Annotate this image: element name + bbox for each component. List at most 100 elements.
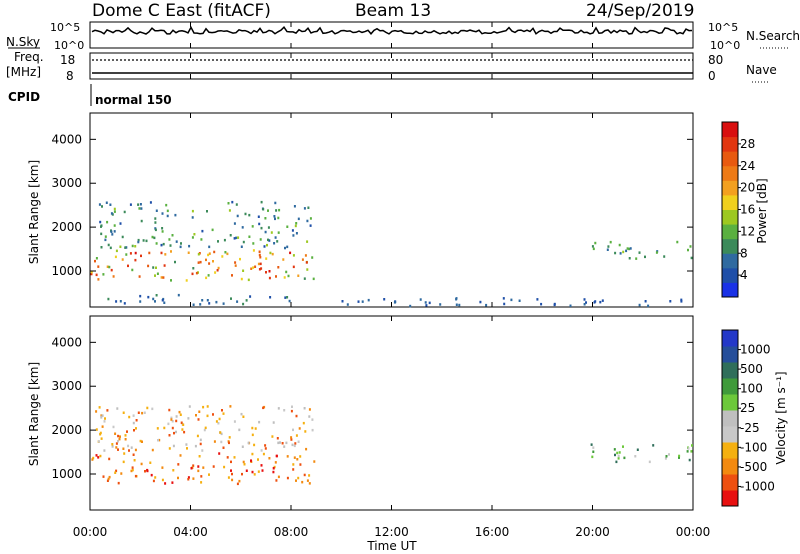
power-cell [260,267,263,270]
velocity-colorbar-tick-label: -100 [740,440,767,454]
velocity-cell [222,412,225,415]
power-cell [267,238,269,242]
power-cell [277,266,280,269]
power-cell [267,226,270,229]
velocity-cell [299,455,302,458]
velocity-cell [615,460,618,464]
power-cell [154,300,156,303]
velocity-cell [198,410,201,413]
power-cell [284,246,286,250]
velocity-cell [106,409,109,412]
velocity-cell [634,455,637,458]
velocity-colorbar-segment [722,490,738,507]
power-cell [283,276,286,279]
power-cell [205,258,207,262]
power-cell [242,240,245,244]
power-cell [110,230,113,233]
power-cell [174,213,177,217]
power-cell [583,298,586,301]
velocity-cell [204,426,207,430]
velocity-cell [691,444,693,447]
power-cell [583,303,586,306]
velocity-cell [636,448,639,451]
power-cell [217,240,219,243]
velocity-cell [299,463,302,466]
power-cell [215,300,218,304]
velocity-cell [212,413,214,416]
power-cell [193,233,196,236]
power-cell [591,245,594,248]
power-cell [192,303,195,306]
power-cell [137,238,140,242]
velocity-cell [618,451,621,454]
velocity-cell [98,406,101,409]
velocity-cell [195,414,197,417]
power-cell [98,203,101,206]
velocity-cell [112,425,115,429]
power-cell [188,244,191,248]
power-cell [110,268,113,272]
power-cell [361,300,364,303]
velocity-cell [151,448,154,452]
power-cell [311,256,314,259]
power-cell [276,240,279,243]
power-cell [95,257,98,260]
velocity-cell [297,440,300,443]
velocity-cell [228,436,231,439]
power-cell [644,300,647,303]
velocity-colorbar-segment [722,458,738,475]
velocity-cell [131,466,134,469]
velocity-cell [150,473,153,477]
velocity-cell [175,415,178,418]
power-cell [248,213,251,217]
velocity-cell [223,465,226,469]
nave-label: Nave [746,63,777,77]
velocity-cell [197,418,200,421]
power-cell [274,236,277,239]
velocity-cell [187,478,190,481]
power-cell [101,205,103,208]
power-cell [458,303,461,307]
velocity-cell [251,426,254,430]
velocity-cell [197,465,200,468]
power-cell [139,203,142,206]
velocity-cell [187,417,190,420]
power-cell [177,293,180,297]
velocity-cell [617,457,620,460]
power-cell [676,240,679,244]
velocity-cell [171,481,174,484]
power-cell [235,203,238,206]
power-cell [154,217,157,220]
power-cell [357,300,360,303]
velocity-cell [229,405,232,408]
power-cell [258,222,261,226]
velocity-colorbar-tick-label: 1000 [740,343,771,357]
power-cell [155,294,158,297]
cpid-label: CPID [8,90,40,104]
power-cell [207,274,210,277]
power-colorbar-tick-label: 12 [740,224,755,238]
velocity-cell [217,422,220,425]
velocity-cell [92,456,95,460]
velocity-cell [179,413,182,416]
power-cell [628,247,631,251]
power-cell [152,297,155,301]
power-cell [638,303,641,307]
power-cell [170,279,172,282]
velocity-cell [275,479,278,482]
power-cell [273,215,276,218]
power-cell [191,216,194,219]
velocity-cell [133,429,135,432]
power-cell [258,268,261,271]
power-cell [286,225,289,228]
velocity-cell [678,454,681,458]
power-cell [114,255,117,259]
power-cell [292,234,295,237]
power-cell [295,222,298,225]
velocity-cell [230,460,232,464]
velocity-cell [688,458,691,462]
velocity-cell [271,435,274,438]
velocity-cell [198,455,201,458]
power-cell [134,258,137,262]
power-cell [208,252,211,255]
